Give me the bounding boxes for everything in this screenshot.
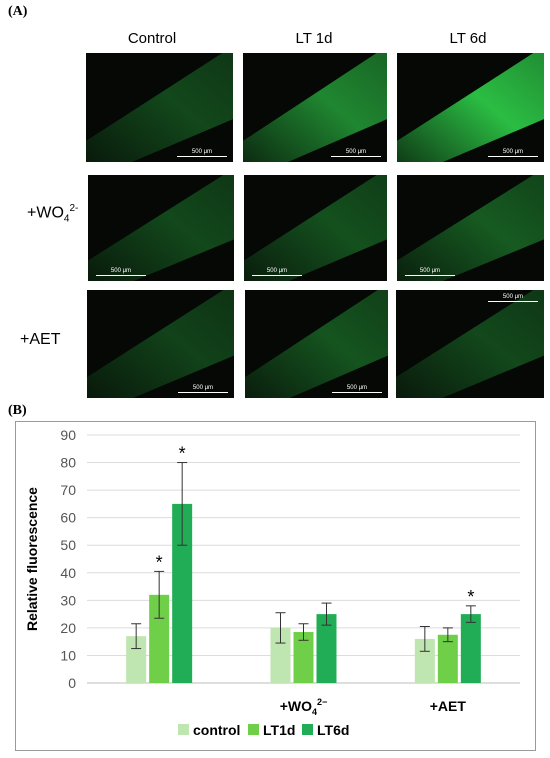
y-tick-label: 30 xyxy=(60,592,76,608)
scale-bar-label: 500 μm xyxy=(502,294,524,300)
scale-bar: 500 μm xyxy=(177,149,227,157)
panel-b-label: (B) xyxy=(8,403,27,418)
y-tick-label: 0 xyxy=(68,675,76,691)
scale-bar: 500 μm xyxy=(96,268,146,276)
scale-bar-line xyxy=(178,392,228,393)
scale-bar-line xyxy=(177,156,227,157)
significance-marker: * xyxy=(467,587,474,607)
scale-bar-line xyxy=(332,392,382,393)
legend-swatch-lt1d xyxy=(248,724,259,735)
root-fluorescence-icon xyxy=(396,290,544,398)
micrograph-control-lt1d: 500 μm xyxy=(243,53,387,162)
scale-bar-line xyxy=(488,301,538,302)
bar-lt6d xyxy=(316,614,337,683)
legend-label-control: control xyxy=(193,722,240,738)
scale-bar: 500 μm xyxy=(332,385,382,393)
root-fluorescence-icon xyxy=(86,53,233,162)
y-tick-label: 80 xyxy=(60,455,76,471)
significance-marker: * xyxy=(179,444,186,464)
bar-lt1d xyxy=(293,632,314,683)
legend-label-lt6d: LT6d xyxy=(317,722,349,738)
root-fluorescence-icon xyxy=(397,175,544,281)
scale-bar: 500 μm xyxy=(252,268,302,276)
micrograph-aet-lt1d: 500 μm xyxy=(245,290,388,398)
significance-marker: * xyxy=(156,552,163,572)
root-fluorescence-icon xyxy=(245,290,388,398)
x-category-label: +WO42− xyxy=(280,697,328,717)
scale-bar-line xyxy=(331,156,381,157)
legend-swatch-lt6d xyxy=(302,724,313,735)
column-header-lt1d: LT 1d xyxy=(295,30,333,47)
root-fluorescence-icon xyxy=(397,53,544,162)
micrograph-control-control: 500 μm xyxy=(86,53,233,162)
row-label-aet-base: +AET xyxy=(20,331,61,348)
y-tick-label: 20 xyxy=(60,620,76,636)
bar-lt6d xyxy=(460,614,481,683)
scale-bar: 500 μm xyxy=(405,268,455,276)
bar-lt1d xyxy=(149,594,170,683)
row-label-tungstate-sub: 4 xyxy=(63,213,70,225)
scale-bar: 500 μm xyxy=(331,149,381,157)
micrograph-tungstate-control: 500 μm xyxy=(88,175,234,281)
row-label-tungstate-sup: 2- xyxy=(69,203,79,214)
y-tick-label: 50 xyxy=(60,537,76,553)
scale-bar-label: 500 μm xyxy=(192,385,214,391)
scale-bar: 500 μm xyxy=(488,149,538,157)
micrograph-tungstate-lt1d: 500 μm xyxy=(244,175,387,281)
scale-bar-line xyxy=(405,275,455,276)
row-label-tungstate: +WO42- xyxy=(27,203,78,225)
legend-swatch-control xyxy=(178,724,189,735)
scale-bar-label: 500 μm xyxy=(191,149,213,155)
bar-control xyxy=(414,638,435,683)
scale-bar-label: 500 μm xyxy=(346,385,368,391)
bar-control xyxy=(270,627,291,683)
root-fluorescence-icon xyxy=(88,175,234,281)
column-header-control: Control xyxy=(127,30,177,47)
scale-bar: 500 μm xyxy=(178,385,228,393)
scale-bar-label: 500 μm xyxy=(502,149,524,155)
row-label-tungstate-base: +WO xyxy=(27,204,64,222)
scale-bar: 500 μm xyxy=(488,294,538,302)
scale-bar-line xyxy=(96,275,146,276)
micrograph-control-lt6d: 500 μm xyxy=(397,53,544,162)
legend-label-lt1d: LT1d xyxy=(263,722,295,738)
bar-lt1d xyxy=(437,634,458,683)
panel-a-label: (A) xyxy=(8,4,28,19)
scale-bar-label: 500 μm xyxy=(266,268,288,274)
bar-lt6d xyxy=(172,503,193,683)
y-tick-label: 60 xyxy=(60,510,76,526)
y-tick-label: 90 xyxy=(60,427,76,443)
root-fluorescence-icon xyxy=(243,53,387,162)
micrograph-aet-lt6d: 500 μm xyxy=(396,290,544,398)
scale-bar-line xyxy=(488,156,538,157)
y-tick-label: 70 xyxy=(60,482,76,498)
y-tick-label: 10 xyxy=(60,647,76,663)
scale-bar-label: 500 μm xyxy=(419,268,441,274)
scale-bar-label: 500 μm xyxy=(110,268,132,274)
root-fluorescence-icon xyxy=(87,290,234,398)
chart-frame xyxy=(15,421,536,751)
x-category-label: +AET xyxy=(430,698,467,714)
micrograph-aet-control: 500 μm xyxy=(87,290,234,398)
y-tick-label: 40 xyxy=(60,565,76,581)
root-fluorescence-icon xyxy=(244,175,387,281)
micrograph-tungstate-lt6d: 500 μm xyxy=(397,175,544,281)
scale-bar-label: 500 μm xyxy=(345,149,367,155)
bar-control xyxy=(126,636,147,683)
column-header-lt6d: LT 6d xyxy=(449,30,487,47)
y-axis-label: Relative fluorescence xyxy=(24,487,40,631)
row-label-aet: +AET xyxy=(20,331,60,349)
scale-bar-line xyxy=(252,275,302,276)
